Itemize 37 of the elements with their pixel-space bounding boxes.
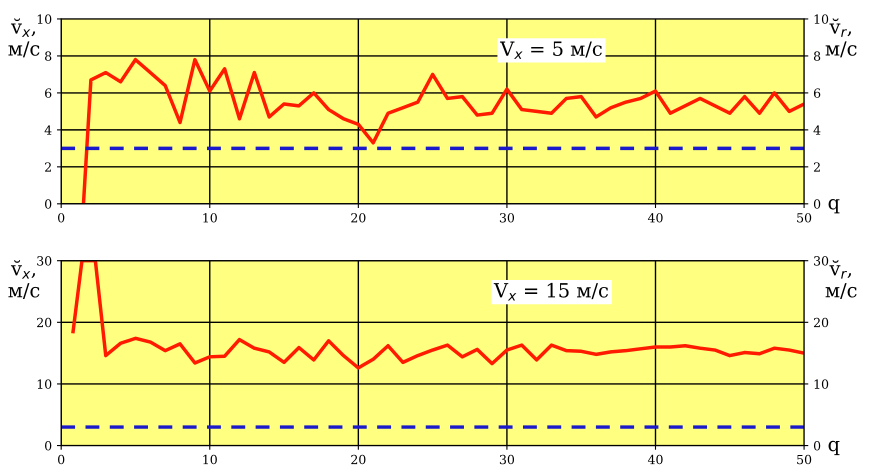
x-axis-title: q — [828, 440, 840, 456]
y-tick-label: 10 — [38, 379, 52, 389]
x-tick-label: 40 — [648, 213, 663, 223]
y-axis-title: v̆$_{х}$, м/с — [8, 18, 40, 58]
y2-tick-label: 10 — [814, 379, 828, 389]
line-series — [82, 58, 804, 204]
y-tick-label: 6 — [45, 88, 52, 98]
x-tick-label: 30 — [500, 213, 514, 223]
x-tick-label: 40 — [648, 454, 663, 464]
y2-tick-label: 0 — [814, 441, 820, 450]
y-tick-label: 20 — [37, 318, 52, 328]
x-tick-label: 10 — [203, 213, 217, 223]
y-tick-label: 8 — [45, 51, 52, 61]
y-tick-label: 4 — [44, 125, 52, 135]
y2-tick-label: 2 — [814, 162, 820, 172]
line-series — [71, 260, 804, 370]
y-tick-label: 0 — [45, 441, 52, 450]
x-tick-label: 20 — [351, 213, 366, 223]
x-tick-label: 50 — [797, 454, 812, 464]
y2-tick-label: 0 — [814, 199, 820, 209]
x-tick-label: 50 — [797, 213, 812, 223]
y2-tick-label: 20 — [814, 318, 828, 328]
y2-tick-label: 8 — [814, 51, 820, 61]
y-tick-label: 0 — [45, 199, 52, 209]
x-tick-label: 30 — [500, 454, 514, 464]
x-tick-label: 0 — [58, 213, 64, 223]
y-tick-label: 10 — [38, 14, 52, 24]
x-tick-label: 0 — [58, 454, 64, 464]
y-tick-label: 2 — [45, 162, 51, 172]
annotation: V$_{х}$ = 15 м/с — [494, 282, 608, 301]
x-axis-title: q — [828, 198, 840, 214]
y-tick-label: 30 — [37, 256, 52, 266]
x-tick-label: 20 — [351, 454, 366, 464]
x-tick-label: 10 — [203, 454, 217, 464]
annotation: V$_{х}$ = 5 м/с — [500, 42, 602, 59]
y2-tick-label: 6 — [814, 88, 820, 98]
y2-tick-label: 4 — [813, 125, 820, 135]
